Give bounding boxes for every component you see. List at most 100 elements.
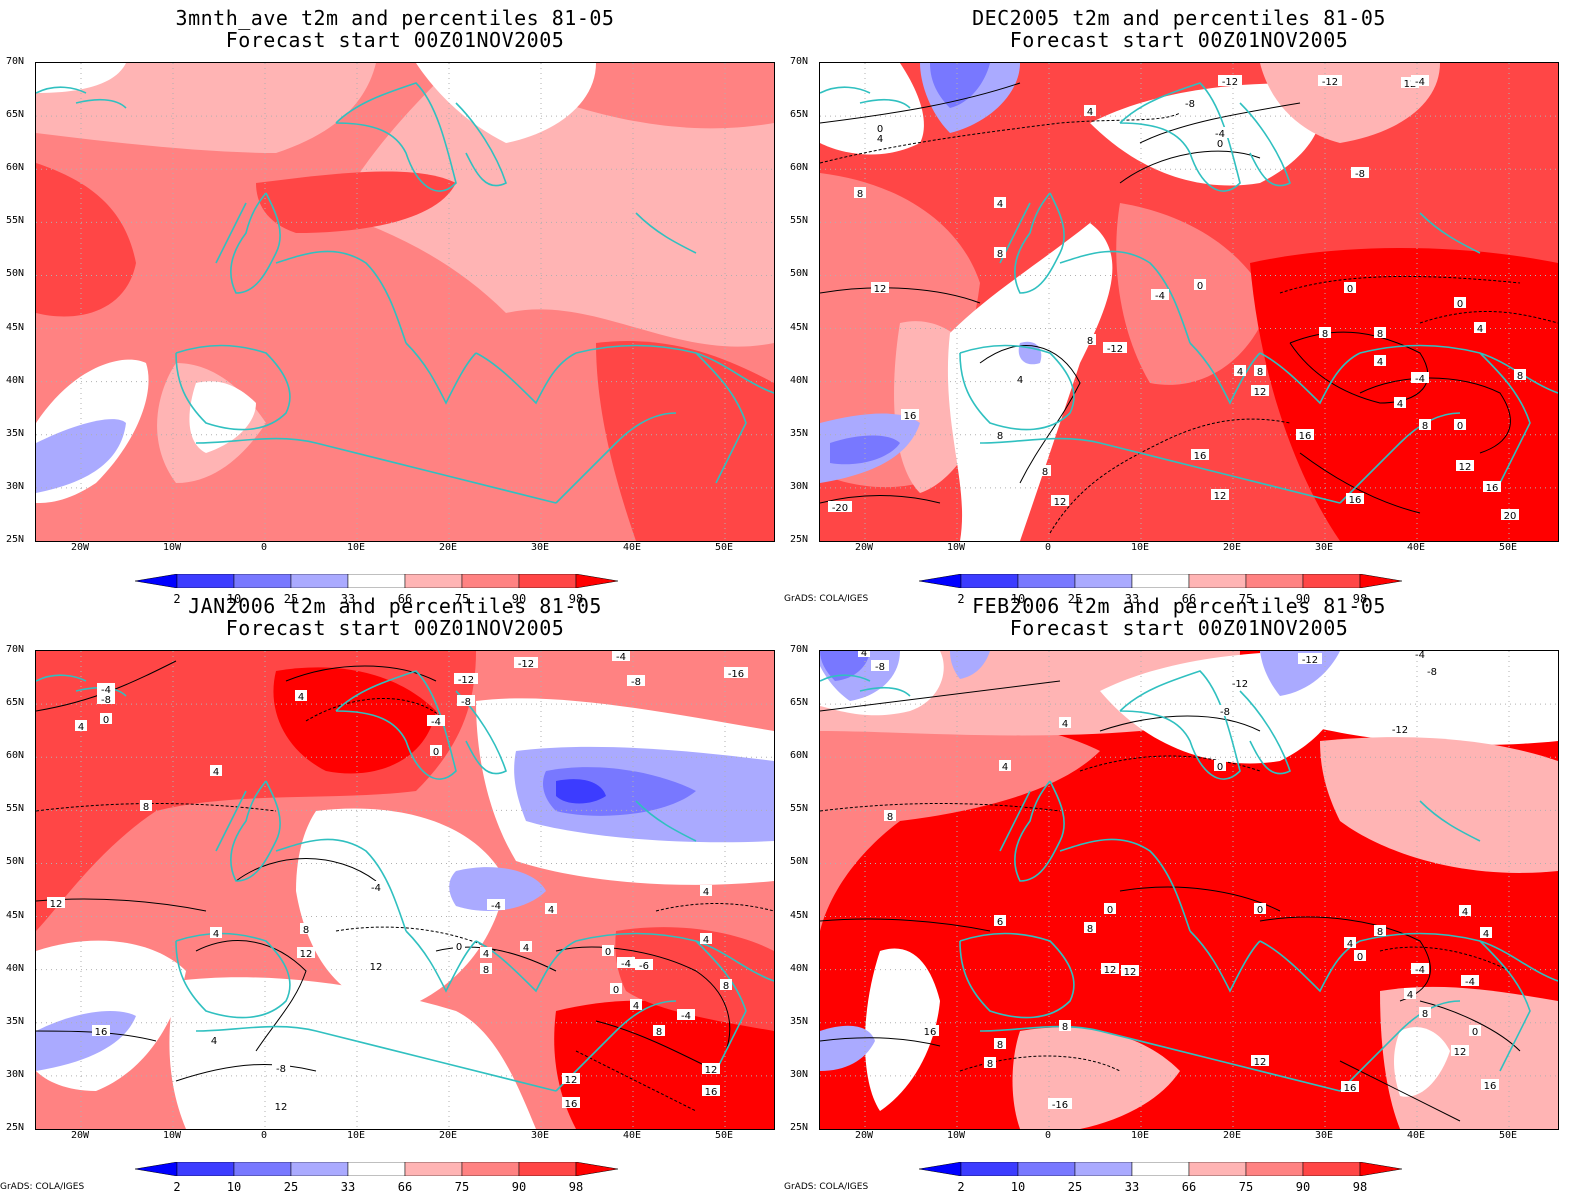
latitude-label: 25N (790, 534, 809, 545)
contour-label: 0 (1194, 279, 1206, 292)
coastline (230, 192, 281, 294)
map-panel-feb2006: FEB2006 t2m and percentiles 81-05 Forecas… (784, 588, 1574, 1194)
temperature-contour (235, 858, 377, 882)
panel-subtitle: Forecast start 00Z01NOV2005 (1009, 616, 1349, 640)
svg-text:0: 0 (433, 747, 439, 758)
contour-label: -4 (427, 715, 445, 728)
contour-label: 16 (1483, 481, 1501, 494)
colorbar-segment (176, 574, 235, 588)
longitude-label: 10W (946, 1130, 966, 1141)
svg-text:-12: -12 (458, 675, 474, 686)
colorbar-segment (1131, 574, 1190, 588)
contour-label: -4 (1411, 372, 1429, 385)
contour-label: 8 (884, 810, 896, 823)
contour-label: 16 (921, 1025, 939, 1038)
colorbar-tick-label: 25 (283, 592, 299, 606)
contour-label: 0 (1454, 419, 1466, 432)
panel-subtitle: Forecast start 00Z01NOV2005 (225, 616, 565, 640)
contour-label: 0 (1104, 903, 1116, 916)
percentile-shading (449, 867, 546, 911)
contour-label: 12 (562, 1073, 580, 1086)
svg-text:12: 12 (565, 1075, 578, 1086)
coastline (695, 940, 747, 1072)
svg-text:0: 0 (1257, 905, 1263, 916)
svg-text:4: 4 (213, 929, 219, 940)
contour-label: 4 (520, 941, 532, 954)
svg-text:12: 12 (1214, 491, 1227, 502)
contour-label: 12 (1211, 489, 1229, 502)
percentile-shading (820, 651, 870, 681)
coastline (999, 790, 1031, 852)
temperature-contour (820, 918, 991, 932)
contour-label: 4 (1459, 905, 1471, 918)
svg-text:-20: -20 (832, 503, 848, 514)
longitude-label: 20E (1222, 542, 1242, 553)
contour-label: 4 (1084, 105, 1096, 118)
map-area (35, 62, 775, 542)
map-area: -12 -4 -8 -16 -12 -8 -4 0 4 4 8 4 0 -4 -8 12 4 8 12 12 -4 -4 4… (35, 650, 775, 1130)
coastline (195, 1025, 557, 1092)
contour-label: 4 (1480, 927, 1492, 940)
temperature-contour (435, 946, 557, 972)
colorbar-tick-label: 66 (1181, 1180, 1197, 1194)
longitude-label: 40E (1406, 542, 1426, 553)
temperature-contour (555, 946, 731, 1052)
contour-label: -20 (828, 501, 852, 514)
latitude-label: 30N (790, 1068, 809, 1080)
contour-label: 0 (1454, 297, 1466, 310)
coastline (1479, 352, 1531, 484)
svg-text:-12: -12 (1392, 725, 1408, 736)
colorbar-tick-label: 33 (340, 592, 356, 606)
coastline (695, 352, 747, 484)
longitude-label: 30E (530, 542, 550, 553)
colorbar-tick-label: 98 (568, 1180, 584, 1194)
svg-text:8: 8 (987, 1059, 993, 1070)
latitude-label: 40N (790, 962, 809, 974)
colorbar-tick-label: 25 (1067, 1180, 1083, 1194)
colorbar (135, 574, 675, 588)
temperature-contour (1299, 452, 1421, 514)
contour-label: 4 (700, 933, 712, 946)
contour-label: 16 (901, 409, 919, 422)
colorbar-tick-label: 66 (397, 592, 413, 606)
svg-text:-4: -4 (431, 717, 441, 728)
contour-label: -4 (1411, 75, 1429, 88)
svg-text:0: 0 (1347, 284, 1353, 295)
longitude-label: 0 (260, 542, 268, 553)
colorbar-tick-label: 98 (1352, 592, 1368, 606)
contour-label: 4 (545, 903, 557, 916)
contour-label: -12 (1318, 75, 1342, 88)
percentile-shading (36, 419, 126, 493)
longitude-label: 40E (622, 1130, 642, 1141)
svg-text:-8: -8 (461, 697, 471, 708)
contour-label: 4 (999, 760, 1011, 773)
svg-text:20: 20 (1504, 511, 1517, 522)
svg-text:16: 16 (1484, 1081, 1497, 1092)
colorbar (919, 1162, 1459, 1176)
svg-text:8: 8 (656, 1027, 662, 1038)
svg-text:4: 4 (483, 949, 489, 960)
contour-label: 8 (1039, 465, 1051, 478)
svg-text:12: 12 (1459, 462, 1472, 473)
coastline (859, 686, 911, 697)
colorbar-tick-label: 2 (173, 1180, 181, 1194)
colorbar-segment (1017, 574, 1076, 588)
svg-text:4: 4 (877, 134, 883, 145)
colorbar-segment (1245, 574, 1304, 588)
temperature-contour (979, 345, 1081, 484)
contour-label: 0 (100, 713, 112, 726)
contour-label: 0 (1254, 903, 1266, 916)
coastline (1359, 344, 1558, 394)
latitude-label: 60N (6, 162, 25, 174)
contour-label: 8 (1374, 925, 1386, 938)
contour-label: 8 (1254, 365, 1266, 378)
svg-text:4: 4 (1347, 939, 1353, 950)
contour-label: 8 (1084, 334, 1096, 347)
longitude-label: 40E (1406, 1130, 1426, 1141)
coastline (75, 98, 127, 109)
percentile-shading (543, 767, 696, 816)
contour-label: 0 (453, 940, 465, 953)
colorbar (135, 1162, 675, 1176)
svg-text:12: 12 (1404, 79, 1417, 90)
